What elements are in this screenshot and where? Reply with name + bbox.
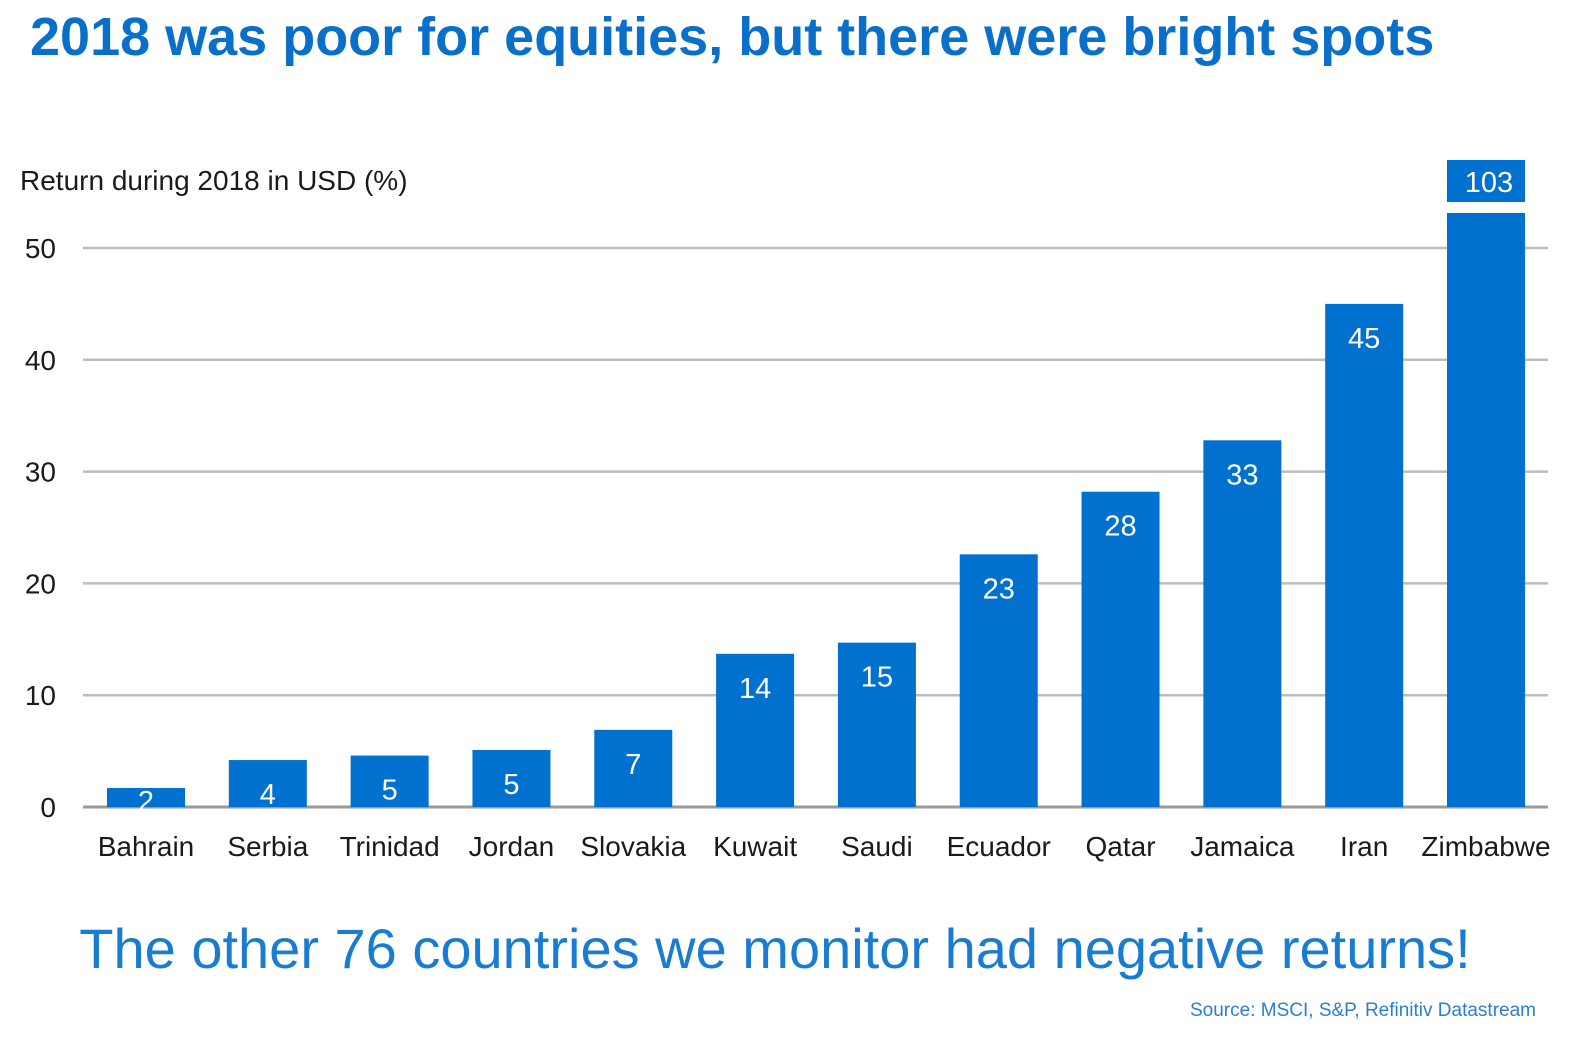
bar-cap-zimbabwe <box>1447 160 1525 202</box>
bar-bahrain <box>107 787 185 807</box>
bar-iran <box>1325 303 1404 807</box>
y-tick-labels: 0 10 20 30 40 50 <box>25 233 56 823</box>
bar-kuwait <box>716 653 795 807</box>
data-label-bahrain: 2 <box>138 786 154 818</box>
data-label-jamaica: 33 <box>1226 459 1258 491</box>
bar-saudi <box>837 642 916 807</box>
y-tick-label: 0 <box>40 792 56 823</box>
bar-chart: Return during 2018 in USD (%) 0 10 20 30 40 5… <box>20 160 1551 862</box>
x-tick-labels: Bahrain Serbia Trinidad Jordan Slovakia Kuwai… <box>98 831 1551 862</box>
data-label-zimbabwe: 103 <box>1465 167 1513 199</box>
bar-slovakia <box>594 729 673 807</box>
x-tick-label-ecuador: Ecuador <box>947 831 1051 862</box>
chart-title: 2018 was poor for equities, but there we… <box>30 7 1435 67</box>
y-tick-label: 50 <box>25 233 56 264</box>
data-label-trinidad: 5 <box>382 775 398 807</box>
data-label-serbia: 4 <box>260 779 276 811</box>
bar-ecuador <box>959 554 1038 807</box>
x-tick-label-jamaica: Jamaica <box>1190 831 1295 862</box>
data-label-iran: 45 <box>1348 323 1380 355</box>
data-label-kuwait: 14 <box>739 673 771 705</box>
bar-jordan <box>472 749 551 807</box>
x-tick-label-trinidad: Trinidad <box>340 831 440 862</box>
data-label-slovakia: 7 <box>625 749 641 781</box>
y-tick-label: 10 <box>25 680 56 711</box>
data-label-ecuador: 23 <box>983 573 1015 605</box>
bar-qatar <box>1081 491 1160 807</box>
y-tick-label: 20 <box>25 568 56 599</box>
bar-trinidad <box>350 755 429 807</box>
source-note: Source: MSCI, S&P, Refinitiv Datastream <box>1190 1000 1536 1021</box>
x-tick-label-qatar: Qatar <box>1086 831 1156 862</box>
y-axis-label: Return during 2018 in USD (%) <box>20 165 408 196</box>
x-tick-label-zimbabwe: Zimbabwe <box>1421 831 1550 862</box>
x-tick-label-slovakia: Slovakia <box>580 831 686 862</box>
data-label-jordan: 5 <box>503 769 519 801</box>
x-tick-label-kuwait: Kuwait <box>713 831 797 862</box>
bar-jamaica <box>1203 440 1282 807</box>
bar-zimbabwe <box>1447 213 1525 807</box>
y-tick-label: 30 <box>25 457 56 488</box>
x-tick-label-iran: Iran <box>1340 831 1388 862</box>
gridlines <box>83 246 1548 809</box>
footer-note: The other 76 countries we monitor had ne… <box>79 917 1471 980</box>
x-tick-label-serbia: Serbia <box>227 831 308 862</box>
x-tick-label-bahrain: Bahrain <box>98 831 195 862</box>
y-tick-label: 40 <box>25 345 56 376</box>
data-label-saudi: 15 <box>861 662 893 694</box>
data-label-qatar: 28 <box>1104 511 1136 543</box>
x-tick-label-jordan: Jordan <box>469 831 555 862</box>
bar-serbia <box>228 760 307 807</box>
x-tick-label-saudi: Saudi <box>841 831 913 862</box>
